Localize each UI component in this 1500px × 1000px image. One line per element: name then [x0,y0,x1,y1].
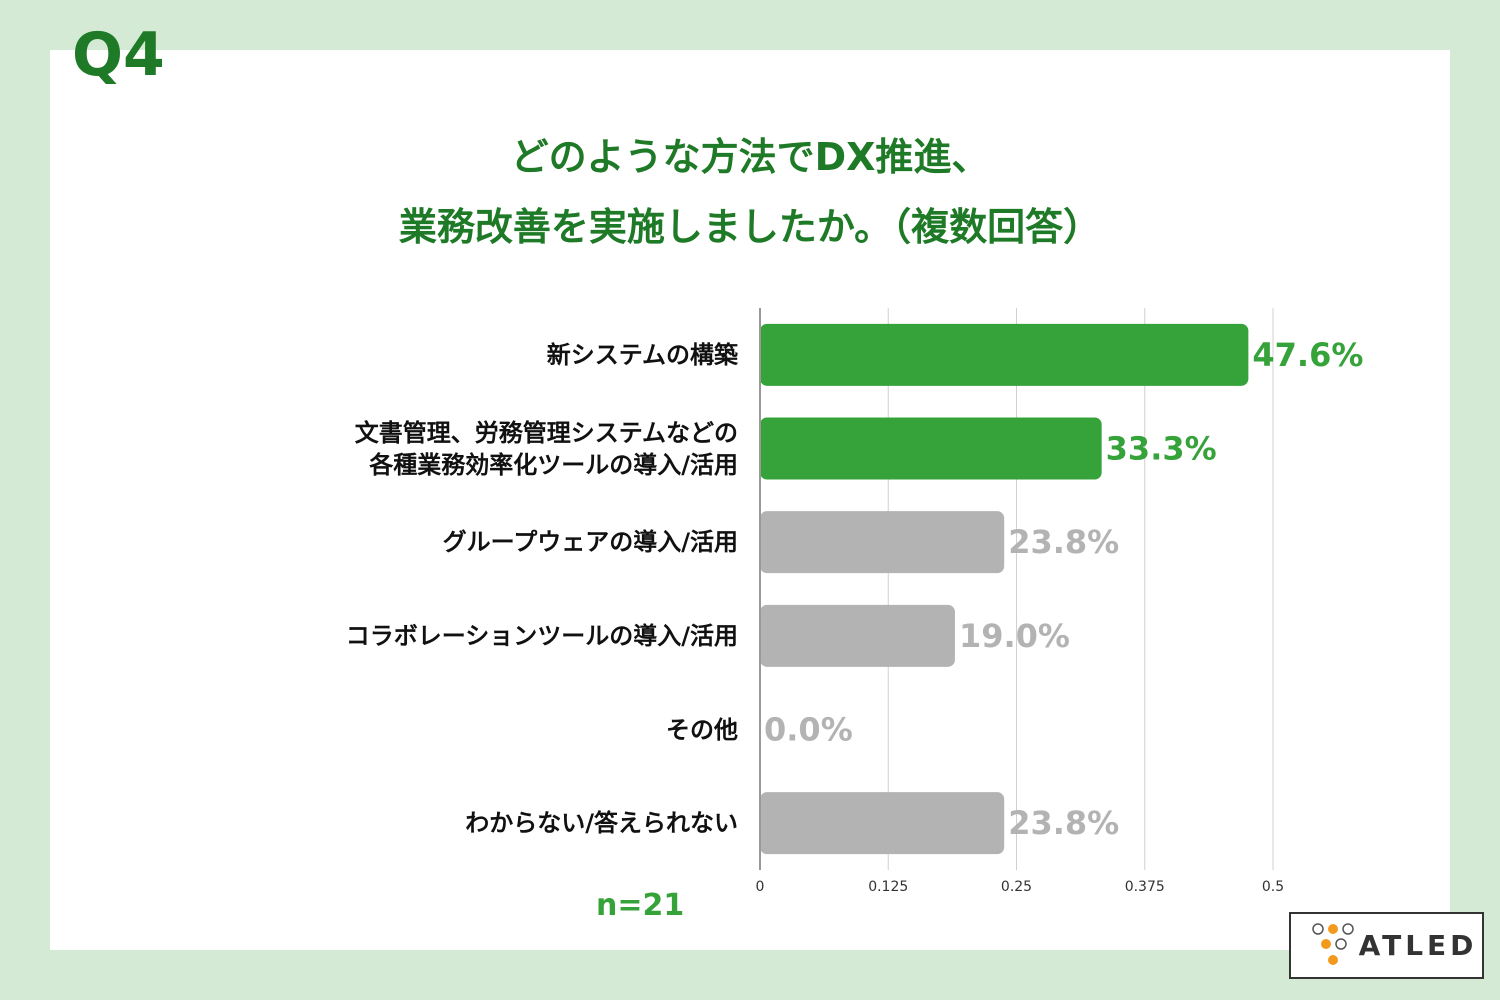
bar [760,511,1005,574]
category-label: その他 [666,715,738,744]
bar [760,417,1102,480]
value-label: 47.6% [1252,336,1363,374]
category-label: コラボレーションツールの導入/活用 [345,621,738,650]
bar [760,604,955,667]
x-tick-label: 0.5 [1262,879,1284,895]
sample-size: n=21 [596,888,685,923]
logo: ATLED [1289,912,1484,979]
value-label: 33.3% [1106,430,1217,468]
category-label: 新システムの構築 [546,340,738,369]
badge: Q4 [72,20,165,90]
x-tick-label: 0 [756,879,765,895]
category-label: 文書管理、労務管理システムなどの 各種業務効率化ツールの導入/活用 [354,418,738,479]
value-label: 19.0% [959,617,1070,655]
category-label: わからない/答えられない [465,809,738,838]
bar [760,792,1005,855]
value-label: 23.8% [1008,804,1119,842]
bar [760,323,1249,386]
x-tick-label: 0.125 [868,879,908,895]
value-label: 23.8% [1008,523,1119,561]
x-tick-label: 0.25 [1001,879,1032,895]
chart-title: どのような方法でDX推進、 業務改善を実施しましたか。（複数回答） [398,135,1102,249]
x-tick-label: 0.375 [1125,879,1165,895]
category-label: グループウェアの導入/活用 [442,528,738,557]
logo-text: ATLED [1359,929,1478,962]
panel [50,50,1450,950]
value-label: 0.0% [764,711,853,749]
